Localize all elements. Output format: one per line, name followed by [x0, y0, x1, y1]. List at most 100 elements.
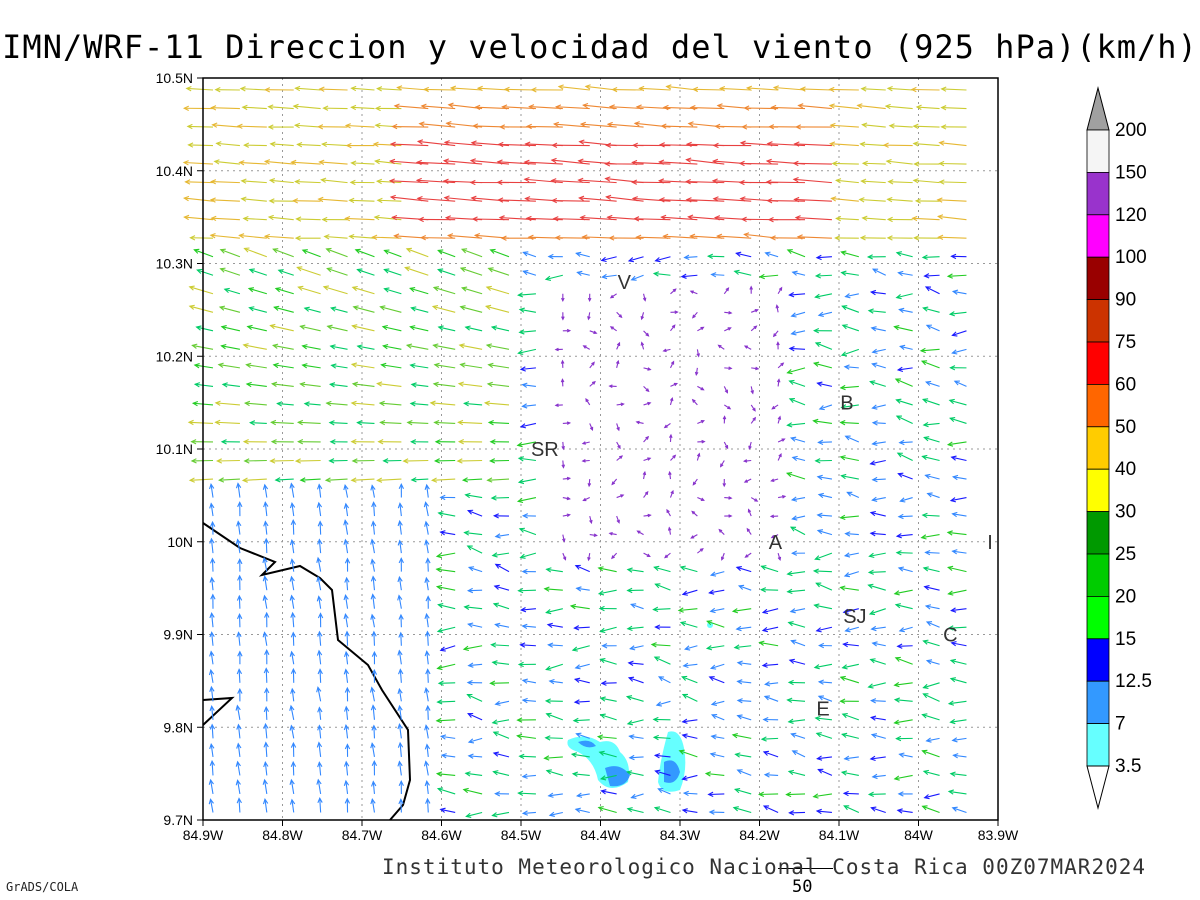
wind-arrow: [209, 759, 216, 776]
wind-arrow: [188, 477, 214, 483]
wind-arrow: [777, 552, 782, 562]
wind-arrow: [896, 808, 913, 814]
wind-arrow: [790, 311, 806, 318]
wind-arrow: [680, 273, 698, 279]
wind-arrow: [289, 724, 295, 739]
wind-arrow: [210, 105, 240, 111]
wind-arrow: [270, 439, 294, 445]
wind-arrow: [616, 515, 620, 524]
wind-arrow: [544, 274, 563, 281]
wind-arrow: [516, 441, 537, 448]
wind-arrow: [437, 249, 456, 258]
place-label: SJ: [843, 606, 866, 628]
wind-arrow: [615, 359, 620, 369]
wind-arrow: [886, 216, 913, 223]
colorbar-bottom-arrow: [1086, 765, 1110, 810]
wind-arrow: [654, 583, 671, 591]
wind-arrow: [245, 381, 267, 388]
wind-arrow: [643, 330, 650, 337]
wind-arrow: [248, 306, 267, 313]
wind-arrow: [787, 679, 806, 686]
wind-arrow: [490, 495, 510, 501]
wind-arrow: [517, 292, 536, 298]
wind-arrow: [816, 381, 833, 387]
wind-arrow: [669, 360, 675, 369]
wind-arrow: [269, 458, 294, 464]
wind-arrow: [652, 716, 671, 723]
wind-arrow: [424, 483, 430, 498]
wind-arrow: [696, 349, 700, 358]
wind-arrow: [343, 593, 349, 609]
wind-arrow: [589, 423, 594, 432]
wind-arrow: [922, 682, 940, 689]
wind-arrow: [697, 385, 705, 391]
wind-arrow: [343, 779, 350, 795]
wind-arrow: [681, 733, 698, 739]
wind-arrow: [843, 755, 859, 761]
wind-arrow: [442, 158, 483, 165]
wind-arrow: [397, 687, 403, 702]
wind-arrow: [818, 404, 833, 411]
wind-arrow: [371, 668, 378, 683]
wind-arrow: [489, 680, 510, 686]
wind-arrow: [600, 789, 617, 795]
colorbar: 200 150 120 100 90 75 60 50 40 30 25 20 15 12.5 7 3.5: [1086, 86, 1152, 810]
wind-arrow: [268, 178, 294, 184]
wind-arrow: [582, 102, 617, 110]
wind-arrow: [425, 797, 431, 813]
wind-arrow: [276, 401, 294, 407]
wind-arrow: [470, 140, 510, 147]
wind-arrow: [896, 452, 913, 461]
wind-arrow: [324, 477, 348, 483]
wind-arrow: [571, 771, 590, 777]
wind-arrow: [326, 324, 348, 332]
wind-arrow: [814, 552, 833, 561]
wind-arrow: [425, 595, 431, 609]
wind-arrow: [299, 477, 321, 483]
wind-arrow: [289, 798, 296, 813]
colorbar-label: 20: [1115, 586, 1136, 607]
wind-arrow: [861, 215, 886, 221]
wind-arrow: [517, 348, 537, 355]
wind-arrow: [397, 704, 403, 720]
wind-arrow: [215, 141, 240, 147]
colorbar-label: 150: [1115, 162, 1147, 183]
wind-arrow: [370, 520, 377, 535]
wind-arrow: [735, 625, 752, 632]
wind-arrow: [211, 122, 240, 128]
wind-arrow: [697, 420, 705, 424]
wind-arrow: [370, 484, 376, 498]
wind-arrow: [573, 677, 590, 684]
wind-arrow: [751, 366, 760, 371]
reference-vector-label: 50: [792, 877, 813, 897]
wind-arrow: [236, 594, 243, 609]
wind-arrow: [652, 606, 671, 613]
wind-arrow: [733, 269, 752, 276]
wind-arrow: [356, 420, 375, 426]
wind-arrow: [791, 515, 806, 521]
wind-arrow: [616, 423, 620, 432]
wind-arrow: [299, 381, 321, 388]
wind-arrow: [525, 215, 563, 222]
wind-arrow: [830, 196, 859, 202]
wind-arrow: [492, 513, 510, 519]
wind-arrow: [760, 736, 779, 742]
wind-arrow: [289, 482, 295, 498]
wind-arrow: [465, 811, 483, 819]
wind-arrow: [329, 439, 348, 445]
place-label: E: [816, 699, 829, 721]
wind-arrow: [923, 273, 940, 279]
place-label: B: [840, 393, 853, 415]
wind-arrow: [316, 686, 322, 702]
wind-arrow: [940, 105, 967, 111]
wind-arrow: [209, 502, 215, 517]
wind-arrow: [776, 341, 780, 350]
wind-arrow: [871, 773, 886, 780]
wind-arrow: [554, 347, 563, 352]
wind-arrow: [263, 501, 269, 517]
wind-arrow: [237, 574, 243, 591]
wind-arrow: [519, 422, 537, 429]
wind-arrow: [383, 287, 402, 295]
wind-arrow: [420, 103, 456, 110]
wind-arrow: [911, 215, 940, 222]
